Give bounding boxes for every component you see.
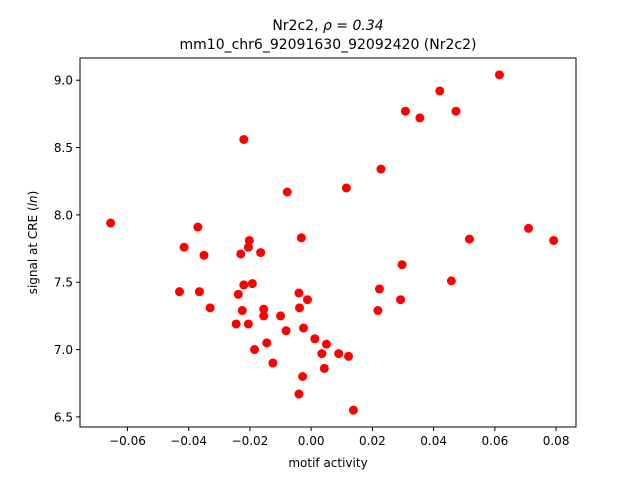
chart-title-line1: Nr2c2, ρ = 0.34: [272, 18, 383, 34]
x-tick-label-1: −0.04: [170, 434, 207, 448]
data-point-33: [310, 334, 320, 344]
plot-frame: [79, 57, 577, 428]
data-point-50: [451, 106, 461, 116]
x-tick-label-7: 0.08: [543, 434, 570, 448]
data-point-47: [415, 113, 425, 123]
data-point-34: [317, 349, 327, 359]
data-point-37: [334, 349, 344, 359]
data-point-43: [376, 164, 386, 174]
data-point-10: [237, 306, 247, 316]
data-point-31: [299, 323, 309, 333]
x-tick-label-3: 0.00: [298, 434, 325, 448]
data-point-22: [268, 358, 278, 368]
data-point-6: [205, 303, 215, 313]
data-point-42: [374, 284, 384, 294]
y-label-suffix: ): [26, 191, 40, 196]
data-point-54: [549, 235, 559, 245]
data-point-25: [282, 187, 292, 197]
data-point-13: [243, 319, 253, 329]
data-point-39: [344, 351, 354, 361]
y-tick-label-2: 7.5: [54, 276, 73, 290]
data-point-40: [348, 405, 358, 415]
y-tick-label-4: 8.5: [54, 141, 73, 155]
data-point-14: [243, 242, 253, 252]
y-tick-label-0: 6.5: [54, 410, 73, 424]
title-rho: ρ = 0.34: [323, 18, 384, 34]
x-tick-label-4: 0.02: [359, 434, 386, 448]
data-point-53: [524, 223, 534, 233]
data-point-21: [262, 338, 272, 348]
data-points: [106, 70, 559, 415]
data-point-35: [319, 363, 329, 373]
data-point-44: [396, 295, 406, 305]
y-axis-ticks: 6.5 7.0 7.5 8.0 8.5 9.0: [54, 74, 80, 424]
data-point-52: [494, 70, 504, 80]
data-point-23: [276, 311, 286, 321]
data-point-30: [298, 372, 308, 381]
x-axis-label: motif activity: [288, 456, 367, 470]
data-point-12: [239, 134, 249, 144]
y-tick-label-5: 9.0: [54, 74, 73, 88]
data-point-38: [341, 183, 351, 193]
data-point-26: [294, 288, 304, 298]
data-point-27: [295, 303, 305, 313]
data-point-18: [256, 248, 266, 258]
y-axis-label: signal at CRE (ln): [26, 191, 40, 295]
x-tick-label-6: 0.06: [482, 434, 509, 448]
data-point-32: [302, 295, 312, 305]
data-point-24: [281, 326, 291, 336]
data-point-9: [236, 249, 246, 259]
data-point-51: [464, 234, 474, 244]
data-point-7: [231, 319, 241, 329]
x-tick-label-2: −0.02: [232, 434, 269, 448]
y-label-prefix: signal at CRE (: [26, 206, 40, 294]
title-prefix: Nr2c2,: [272, 18, 323, 34]
chart-title-line2: mm10_chr6_92091630_92092420 (Nr2c2): [180, 37, 477, 53]
data-point-8: [233, 289, 243, 299]
data-point-11: [239, 280, 249, 290]
data-point-1: [175, 287, 185, 297]
data-point-49: [446, 276, 456, 286]
data-point-17: [250, 345, 260, 355]
y-tick-label-1: 7.0: [54, 343, 73, 357]
data-point-3: [193, 222, 203, 232]
data-point-48: [435, 86, 445, 96]
data-point-46: [400, 106, 410, 116]
data-point-4: [194, 287, 204, 297]
data-point-0: [106, 218, 116, 228]
x-axis-ticks: −0.06 −0.04 −0.02 0.00 0.02 0.04 0.06 0.08: [109, 427, 569, 448]
data-point-5: [199, 250, 209, 260]
data-point-36: [321, 339, 331, 349]
data-point-45: [397, 260, 407, 270]
data-point-19: [259, 311, 269, 321]
data-point-15: [244, 235, 254, 245]
x-tick-label-0: −0.06: [109, 434, 146, 448]
x-tick-label-5: 0.04: [420, 434, 447, 448]
plot-area: [80, 58, 576, 427]
data-point-28: [294, 389, 304, 399]
y-label-ln: ln: [26, 195, 40, 206]
y-tick-label-3: 8.0: [54, 208, 73, 222]
data-point-41: [373, 306, 383, 316]
data-point-16: [247, 279, 257, 289]
data-point-2: [179, 242, 189, 252]
data-point-29: [296, 233, 306, 243]
data-point-20: [259, 304, 269, 314]
